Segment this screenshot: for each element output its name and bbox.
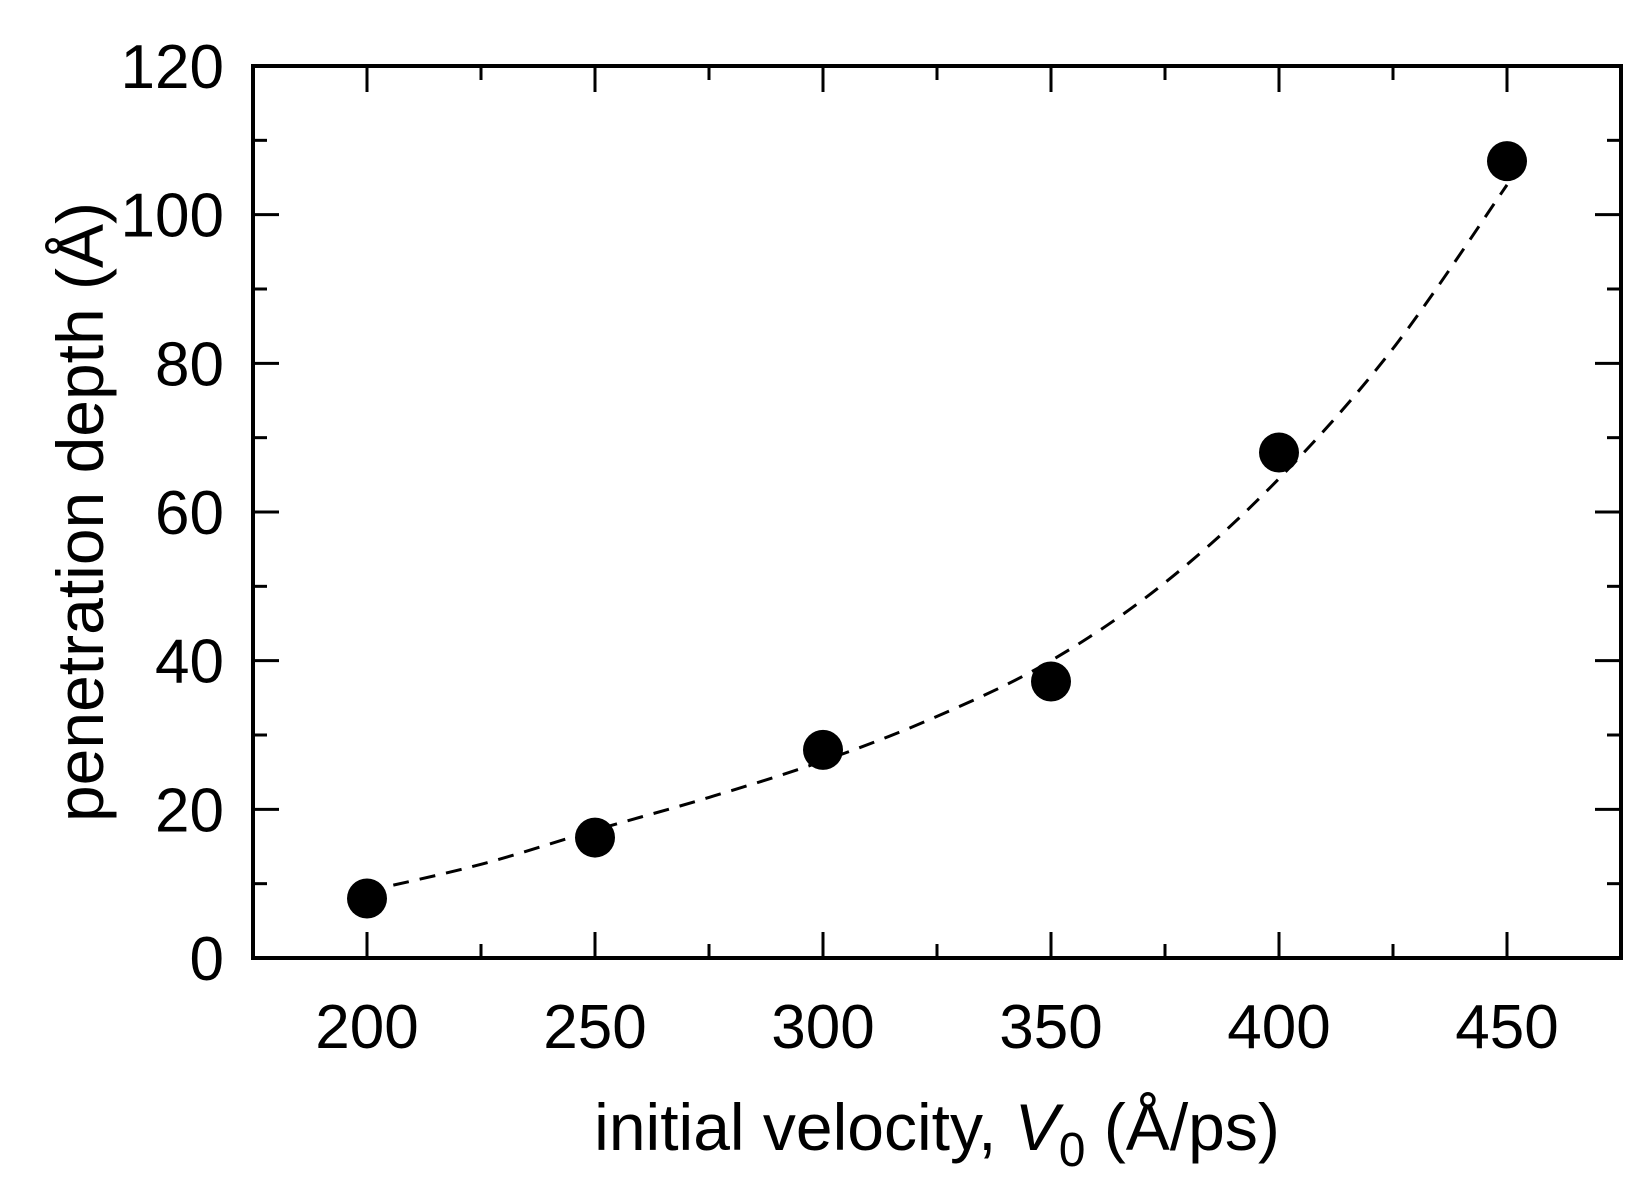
data-point-400 [1259,432,1299,473]
x-tick-label-350: 350 [999,993,1102,1062]
x-tick-label-400: 400 [1227,993,1330,1062]
y-tick-label-80: 80 [155,330,224,399]
data-point-250 [575,817,615,858]
major-ticks [253,64,1621,960]
data-point-450 [1487,141,1527,182]
data-point-350 [1031,661,1071,702]
fit-curve-layer [366,184,1509,893]
y-tick-label-0: 0 [190,925,224,994]
y-tick-label-20: 20 [155,776,224,845]
y-tick-labels: 0 20 40 60 80 100 120 [121,33,224,994]
data-points-layer [347,141,1527,919]
y-tick-label-100: 100 [121,182,224,251]
x-tick-label-250: 250 [543,993,646,1062]
data-point-200 [347,878,387,919]
x-tick-labels: 200 250 300 350 400 450 [315,993,1558,1062]
x-tick-label-450: 450 [1455,993,1558,1062]
y-tick-label-60: 60 [155,479,224,548]
data-point-300 [803,729,843,770]
y-axis-title: penetration depth (Å) [43,202,117,822]
y-tick-label-120: 120 [121,33,224,102]
x-tick-label-200: 200 [315,993,418,1062]
plot-frame [251,64,1623,960]
y-tick-label-40: 40 [155,628,224,697]
x-tick-label-300: 300 [771,993,874,1062]
x-axis-title: initial velocity, V0 (Å/ps) [594,1090,1280,1177]
minor-ticks [251,66,1623,958]
fit-curve [366,184,1509,893]
